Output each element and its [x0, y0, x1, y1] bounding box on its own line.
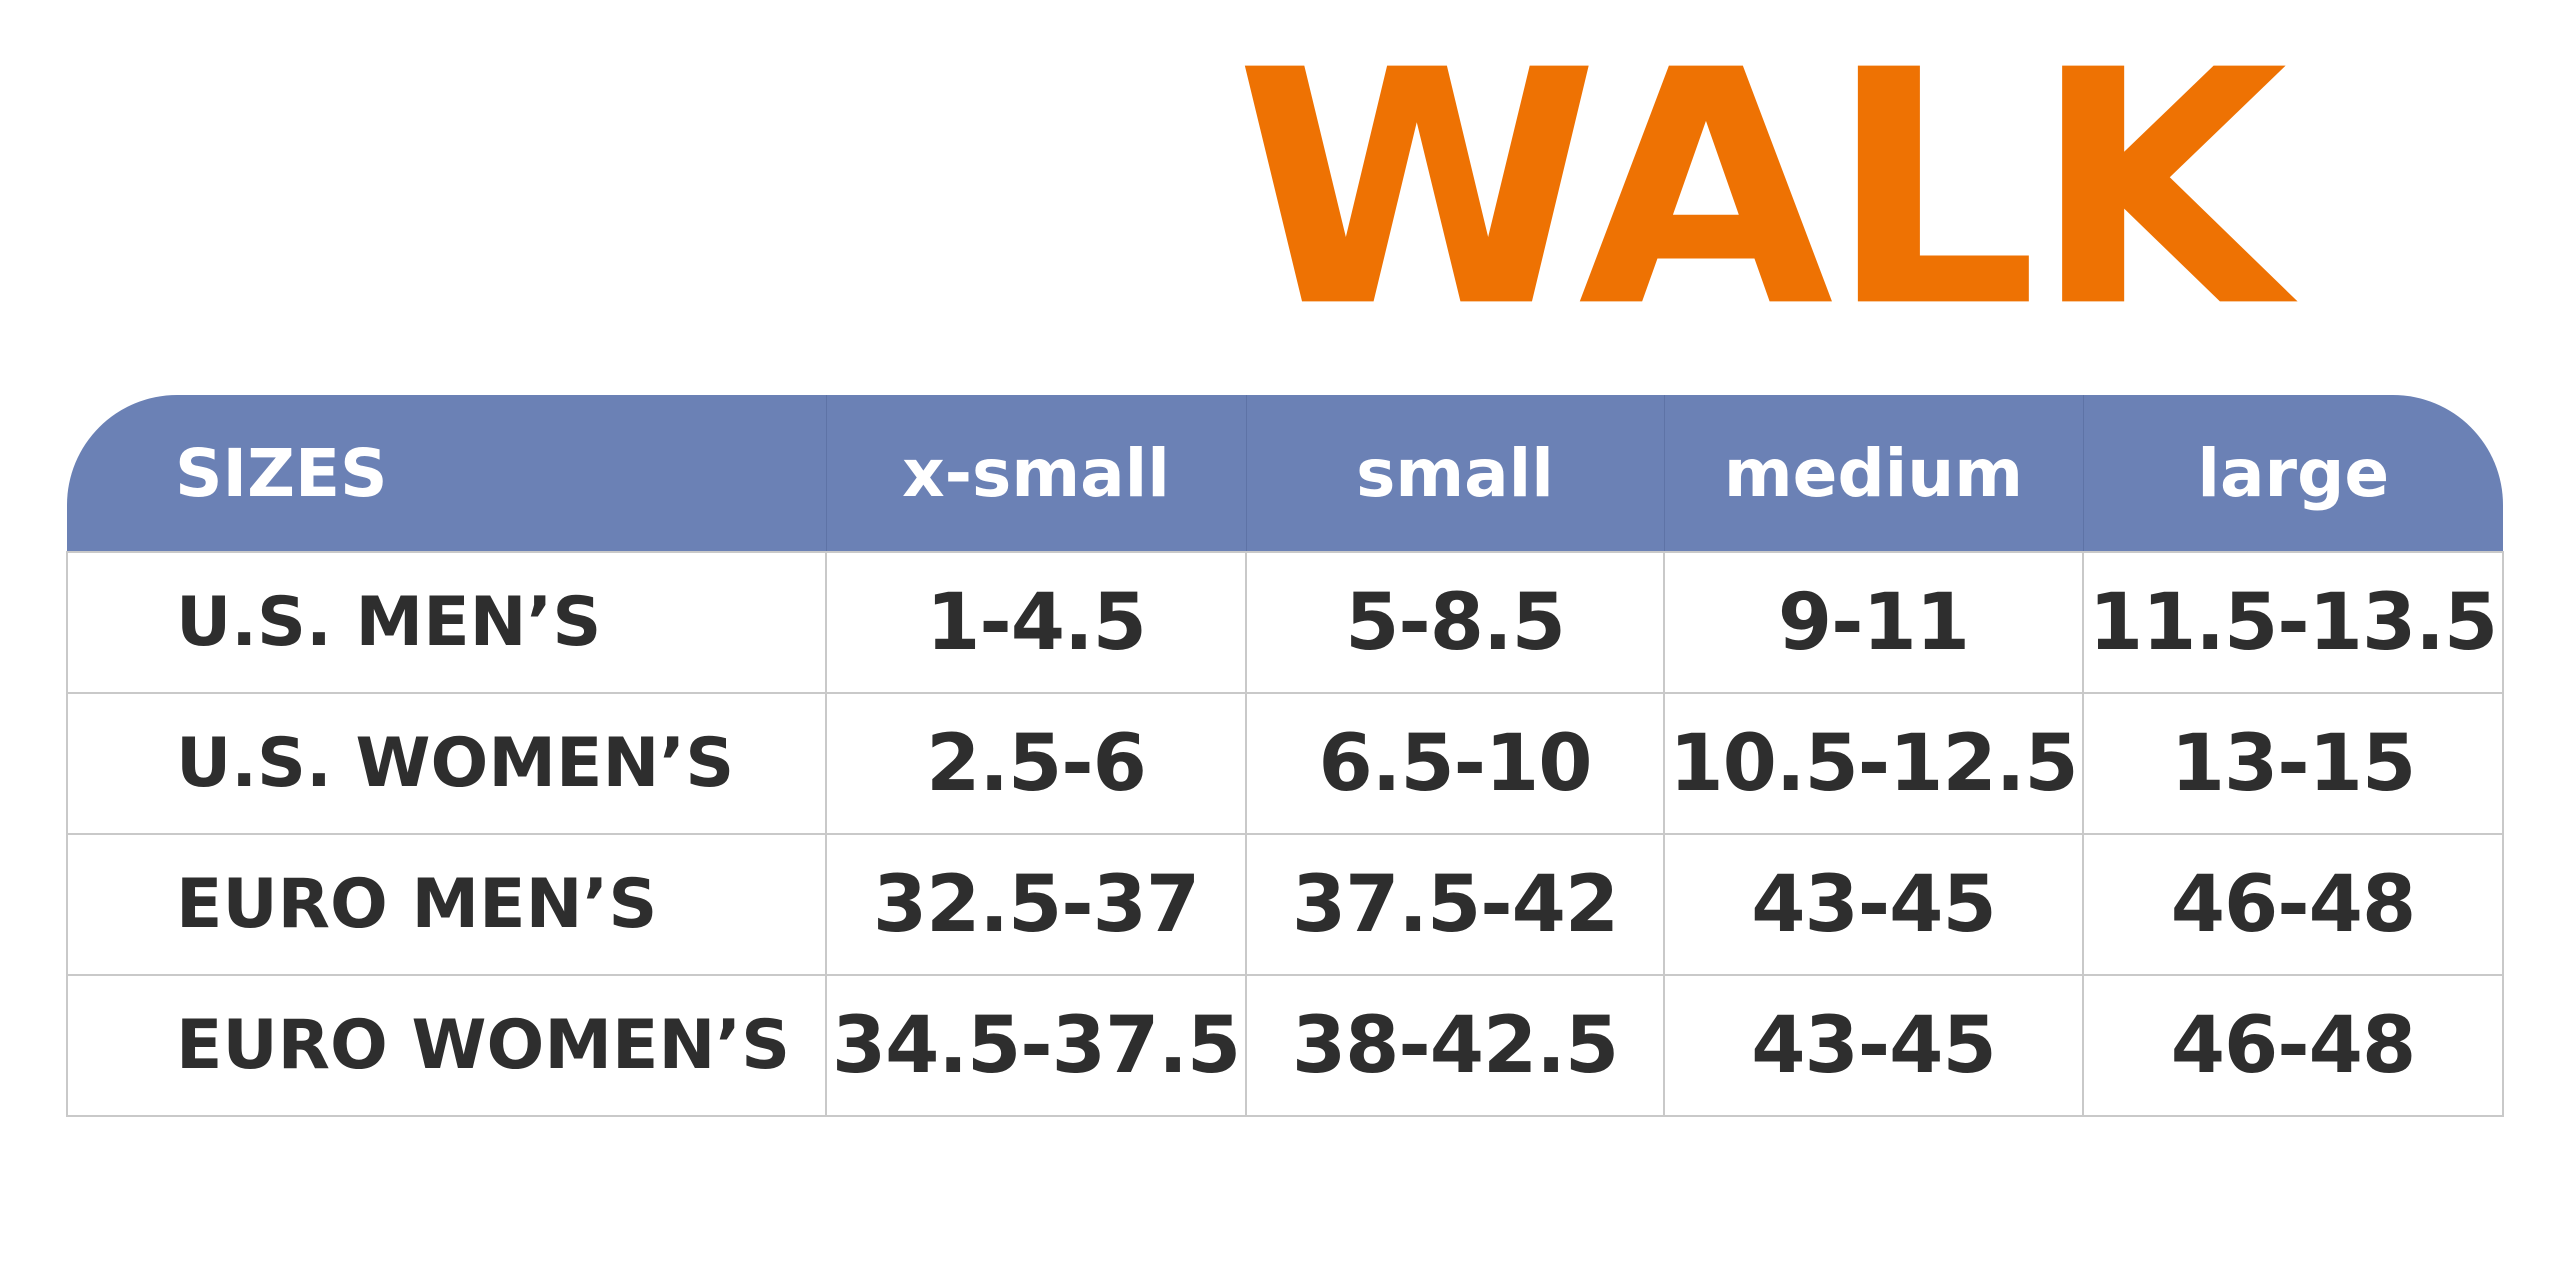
- table-row: U.S. MEN’S 1-4.5 5-8.5 9-11 11.5-13.5: [66, 551, 2504, 694]
- table-cell: 43-45: [1663, 833, 2084, 976]
- row-label: EURO WOMEN’S: [66, 974, 827, 1117]
- table-cell: 13-15: [2082, 692, 2504, 835]
- table-cell: 46-48: [2082, 833, 2504, 976]
- header-large: large: [2082, 395, 2503, 552]
- table-cell: 2.5-6: [825, 692, 1247, 835]
- table-cell: 5-8.5: [1245, 551, 1665, 694]
- table-cell: 38-42.5: [1245, 974, 1665, 1117]
- table-row: EURO MEN’S 32.5-37 37.5-42 43-45 46-48: [66, 833, 2504, 976]
- row-label: U.S. MEN’S: [66, 551, 827, 694]
- table-cell: 34.5-37.5: [825, 974, 1247, 1117]
- table-cell: 1-4.5: [825, 551, 1247, 694]
- table-cell: 11.5-13.5: [2082, 551, 2504, 694]
- header-x-small: x-small: [825, 395, 1247, 552]
- size-chart-table: SIZES x-small small medium large U.S. ME…: [66, 395, 2504, 1117]
- table-cell: 10.5-12.5: [1663, 692, 2084, 835]
- header-small: small: [1245, 395, 1665, 552]
- row-label: U.S. WOMEN’S: [66, 692, 827, 835]
- header-sizes: SIZES: [67, 395, 827, 552]
- table-row: U.S. WOMEN’S 2.5-6 6.5-10 10.5-12.5 13-1…: [66, 692, 2504, 835]
- header-medium: medium: [1663, 395, 2084, 552]
- table-row: EURO WOMEN’S 34.5-37.5 38-42.5 43-45 46-…: [66, 974, 2504, 1117]
- brand-title: WALK: [1235, 1, 2288, 378]
- table-cell: 37.5-42: [1245, 833, 1665, 976]
- table-cell: 6.5-10: [1245, 692, 1665, 835]
- table-cell: 32.5-37: [825, 833, 1247, 976]
- table-cell: 9-11: [1663, 551, 2084, 694]
- table-cell: 43-45: [1663, 974, 2084, 1117]
- row-label: EURO MEN’S: [66, 833, 827, 976]
- table-cell: 46-48: [2082, 974, 2504, 1117]
- table-header-row: SIZES x-small small medium large: [67, 395, 2503, 552]
